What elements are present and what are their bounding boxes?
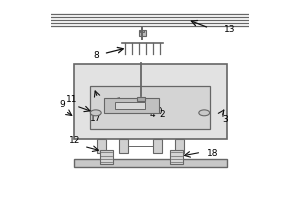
Text: 10: 10 bbox=[152, 107, 164, 116]
Text: 2: 2 bbox=[159, 110, 164, 119]
Bar bbox=[90, 86, 210, 129]
Text: 12: 12 bbox=[69, 136, 81, 145]
Bar bbox=[175, 139, 184, 153]
Bar bbox=[137, 97, 145, 101]
Bar bbox=[139, 30, 146, 36]
Text: 8: 8 bbox=[94, 51, 100, 60]
Text: 3: 3 bbox=[223, 115, 228, 124]
Text: 13: 13 bbox=[224, 25, 236, 34]
Bar bbox=[74, 159, 227, 167]
Bar bbox=[97, 139, 106, 153]
Bar bbox=[74, 64, 227, 139]
Bar bbox=[140, 30, 145, 32]
Text: 4: 4 bbox=[149, 110, 155, 119]
Text: 11: 11 bbox=[66, 95, 78, 104]
Ellipse shape bbox=[90, 110, 101, 116]
Bar bbox=[119, 139, 128, 153]
Bar bbox=[154, 139, 162, 153]
Bar bbox=[170, 150, 182, 164]
Bar bbox=[100, 150, 112, 164]
Ellipse shape bbox=[199, 110, 210, 116]
Text: 17: 17 bbox=[90, 114, 101, 123]
Text: 18: 18 bbox=[207, 149, 219, 158]
Text: 9: 9 bbox=[59, 100, 65, 109]
Bar bbox=[115, 102, 145, 109]
Bar bbox=[104, 98, 159, 113]
